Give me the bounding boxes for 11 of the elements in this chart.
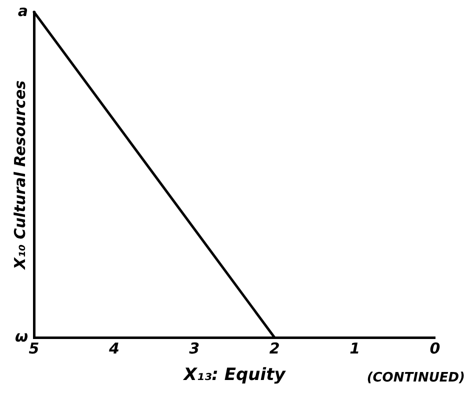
text: (CONTINUED) <box>366 370 465 386</box>
x-tick-label: 0 <box>430 339 440 358</box>
y-axis-title: X₁₀ Cultural Resources <box>10 80 29 270</box>
x-tick-label: 3 <box>189 339 200 358</box>
text: a <box>18 2 28 20</box>
x-tick-label: 1 <box>350 339 360 358</box>
x-tick-label: 4 <box>108 339 120 358</box>
text: ω <box>14 327 28 346</box>
x-axis-title: X₁₃: Equity <box>182 365 286 386</box>
x-tick-label: 2 <box>269 339 280 358</box>
x-tick-label: 5 <box>28 339 40 358</box>
